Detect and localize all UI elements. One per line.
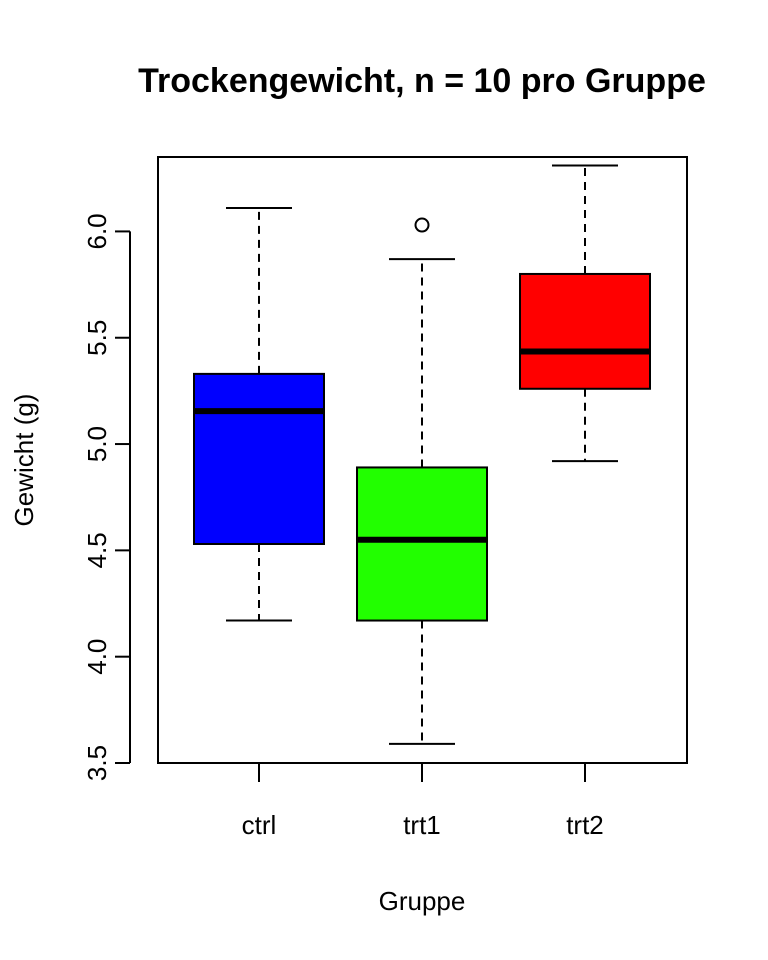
- chart-title: Trockengewicht, n = 10 pro Gruppe: [138, 62, 706, 100]
- boxes: [193, 164, 651, 745]
- y-axis-label: Gewicht (g): [9, 394, 39, 527]
- y-tick-label: 6.0: [82, 213, 112, 249]
- y-axis: 3.5 4.0 4.5 5.0 5.5 6.0: [82, 213, 131, 781]
- box-ctrl: [193, 207, 325, 622]
- x-axis-label: Gruppe: [379, 886, 466, 916]
- x-tick-label-trt1: trt1: [403, 810, 441, 840]
- x-axis: ctrl trt1 trt2: [242, 763, 604, 840]
- y-tick-label: 5.0: [82, 426, 112, 462]
- iqr-box: [519, 272, 651, 390]
- x-tick-label-trt2: trt2: [566, 810, 604, 840]
- y-tick-label: 4.0: [82, 639, 112, 675]
- box-trt1: [356, 217, 488, 745]
- outlier-point: [414, 217, 430, 233]
- y-tick-label: 5.5: [82, 320, 112, 356]
- iqr-box: [356, 466, 488, 622]
- box-trt2: [519, 164, 651, 463]
- y-tick-label: 4.5: [82, 532, 112, 568]
- y-tick-label: 3.5: [82, 745, 112, 781]
- iqr-box: [193, 372, 325, 545]
- x-tick-label-ctrl: ctrl: [242, 810, 277, 840]
